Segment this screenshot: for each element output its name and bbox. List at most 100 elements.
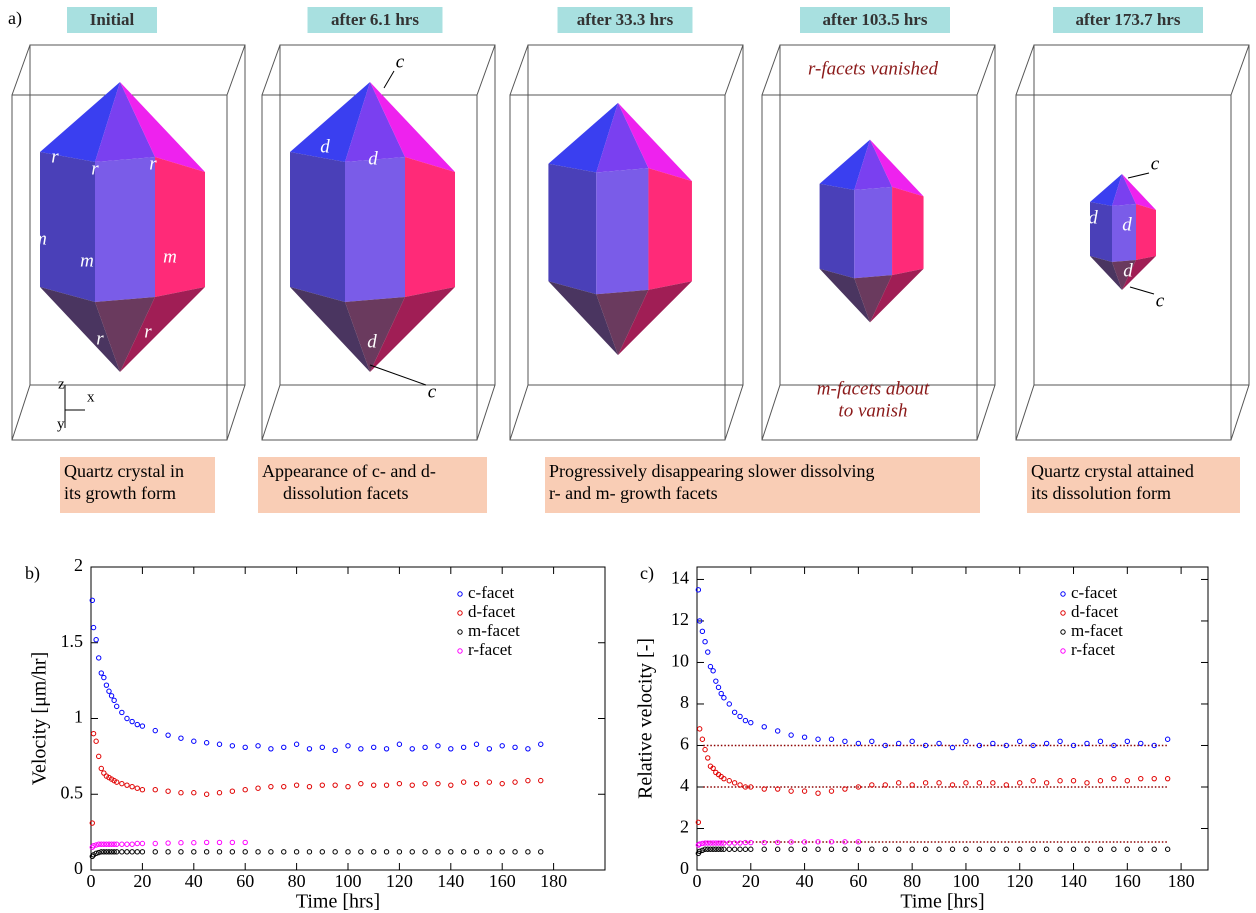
data-point [140,850,144,854]
data-point [964,847,968,851]
x-tick-label: 140 [437,871,464,891]
data-point [1058,779,1062,783]
data-point [1098,779,1102,783]
data-point [243,745,247,749]
data-point [1031,779,1035,783]
caption: its growth form [64,483,176,503]
data-point [243,840,247,844]
figure: a) Initialafter 6.1 hrsafter 33.3 hrsaft… [0,0,1256,913]
leader-line [370,365,426,385]
box-edge [1016,45,1034,95]
data-point [153,788,157,792]
box-edge [510,45,528,95]
frame-header: after 33.3 hrs [577,10,674,29]
box-edge [1231,45,1249,95]
data-point [230,789,234,793]
data-point [140,788,144,792]
data-point [410,783,414,787]
data-point [703,640,707,644]
box-edge [762,385,780,440]
data-point [1112,847,1116,851]
data-point [166,733,170,737]
data-point [775,729,779,733]
leader-line [1128,173,1149,178]
data-point [950,847,954,851]
data-point [802,735,806,739]
y-tick-label: 2 [680,817,689,837]
data-point [166,841,170,845]
box-edge [227,45,245,95]
data-point [320,783,324,787]
data-point [102,675,106,679]
data-point [1044,847,1048,851]
data-point [179,736,183,740]
legend-label: d-facet [468,602,515,621]
data-point [526,778,530,782]
data-point [738,847,742,851]
data-point [397,742,401,746]
plot-frame [91,567,605,870]
data-point [461,850,465,854]
box-edge [12,385,30,440]
box-edge [977,45,995,95]
y-axis-label: Relative velocity [-] [635,638,657,799]
data-point [937,781,941,785]
data-point [384,747,388,751]
data-point [372,850,376,854]
data-point [700,629,704,633]
legend-label: m-facet [1071,621,1123,640]
data-point [513,780,517,784]
data-point [449,747,453,751]
caption: Progressively disappearing slower dissol… [549,461,874,481]
data-point [816,791,820,795]
legend-label: r-facet [1071,640,1115,659]
panel-label: c) [640,563,654,584]
legend-label: c-facet [468,583,515,602]
data-point [94,638,98,642]
y-tick-label: 1.5 [61,631,84,651]
data-point [204,840,208,844]
data-point [423,745,427,749]
box-edge [1231,385,1249,440]
data-point [732,781,736,785]
data-point [153,850,157,854]
data-point [130,842,134,846]
x-tick-label: 120 [1006,871,1033,891]
data-point [115,704,119,708]
data-point [192,850,196,854]
data-point [539,778,543,782]
data-point [94,739,98,743]
facet-label: m [80,250,94,271]
data-point [802,847,806,851]
data-point [749,847,753,851]
box-edge [477,45,495,95]
data-point [397,850,401,854]
data-point [487,747,491,751]
data-point [130,784,134,788]
data-point [991,847,995,851]
y-tick-label: 0 [680,858,689,878]
data-point [727,702,731,706]
data-point [217,791,221,795]
box-edge [725,45,743,95]
crystal [40,82,205,372]
data-point [700,848,704,852]
data-point [192,791,196,795]
data-point [1165,737,1169,741]
data-point [716,685,720,689]
data-point [1058,739,1062,743]
data-point [474,781,478,785]
legend-marker [1061,630,1065,634]
data-point [372,745,376,749]
x-tick-label: 60 [849,871,867,891]
data-point [732,710,736,714]
data-point [282,784,286,788]
x-tick-label: 0 [693,871,702,891]
x-tick-label: 0 [87,871,96,891]
data-point [125,850,129,854]
data-point [269,850,273,854]
data-point [1018,739,1022,743]
frame-header: after 103.5 hrs [823,10,928,29]
facet-label: d [1088,207,1098,228]
facet-label: m [163,246,177,267]
